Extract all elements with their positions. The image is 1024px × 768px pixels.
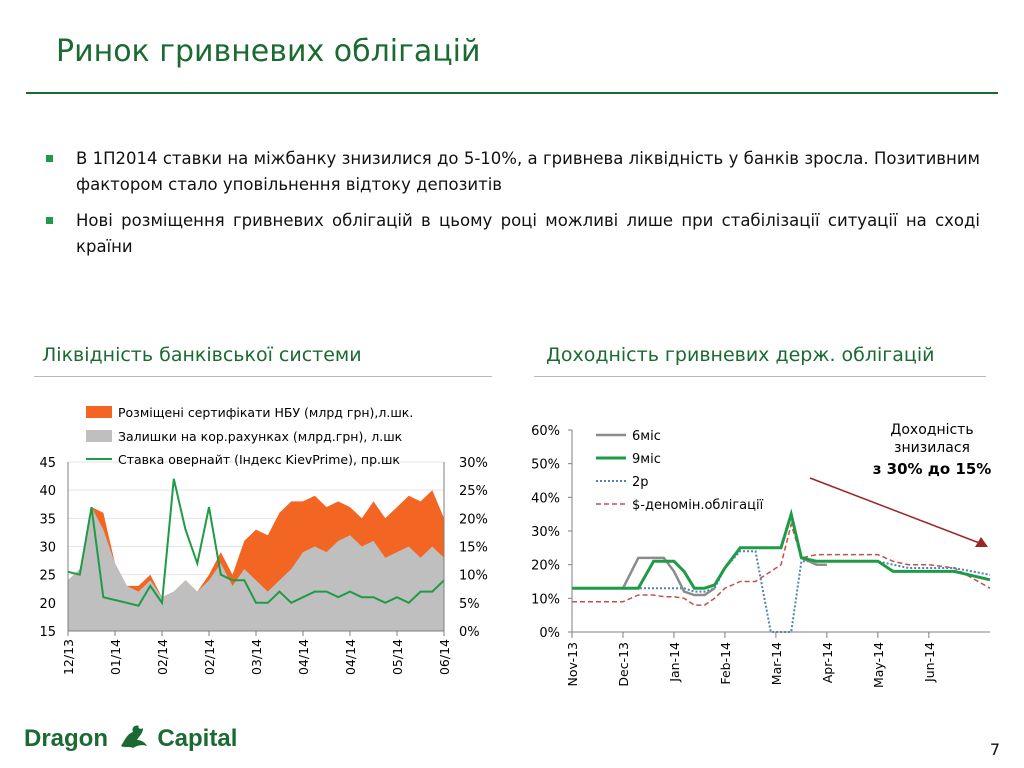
left-tick-label: 25 xyxy=(39,569,56,584)
bond-yields-chart: 60% 50% 40% 30% 20% 10% 0% Nov-13 Dec-13 Jan-14 Fe… xyxy=(531,422,992,688)
logo-word-left: Dragon xyxy=(24,725,108,752)
right-tick-label: 10% xyxy=(459,569,488,584)
left-tick-label: 20 xyxy=(39,597,56,612)
x-tick-label: 02/14 xyxy=(202,639,217,675)
bullet-text: В 1П2014 ставки на міжбанку знизилися до… xyxy=(76,149,980,194)
annotation-highlight: з 30% до 15% xyxy=(873,460,992,478)
x-tick-label: 04/14 xyxy=(296,639,311,675)
annotation-line: знизилася xyxy=(894,440,970,456)
legend: Розміщені сертифікати НБУ (млрд грн),л.ш… xyxy=(86,405,413,467)
axes: 45 40 35 30 25 20 15 30% 25% 20% 15% 10% 5% 0% 12/13 01… xyxy=(39,456,487,675)
dollar-bonds-line xyxy=(572,521,991,606)
x-tick-label: Jan-14 xyxy=(667,642,682,683)
x-tick-label: 03/14 xyxy=(249,639,264,675)
right-tick-label: 25% xyxy=(459,484,488,499)
x-tick-label: 05/14 xyxy=(390,639,405,675)
x-tick-label: Mar-14 xyxy=(769,642,784,685)
logo-word-right: Capital xyxy=(157,725,238,752)
legend-label-2y: 2р xyxy=(632,475,649,490)
liquidity-chart: 45 40 35 30 25 20 15 30% 25% 20% 15% 10% 5% 0% 12/13 01… xyxy=(39,405,487,675)
x-tick-label: 02/14 xyxy=(155,639,170,675)
section-title-liquidity: Ліквідність банківської системи xyxy=(42,344,362,366)
right-tick-label: 30% xyxy=(459,456,488,471)
legend-label-9m: 9міс xyxy=(632,452,661,467)
left-tick-label: 35 xyxy=(39,512,56,527)
annotation: Доходність знизилася з 30% до 15% xyxy=(873,422,992,478)
page-number: 7 xyxy=(989,740,1000,759)
y-tick-label: 10% xyxy=(531,592,560,607)
right-tick-label: 5% xyxy=(459,597,480,612)
bullet-square-icon xyxy=(46,217,53,224)
y-tick-label: 30% xyxy=(531,525,560,540)
annotation-line: Доходність xyxy=(890,422,973,438)
bullet-item: Нові розміщення гривневих облігацій в ць… xyxy=(44,208,980,260)
bullet-square-icon xyxy=(46,155,53,162)
x-tick-label: 06/14 xyxy=(437,639,452,675)
y-tick-label: 40% xyxy=(531,491,560,506)
nine-month-line xyxy=(572,508,991,590)
x-tick-label: Dec-13 xyxy=(616,642,631,687)
section-divider xyxy=(534,376,986,377)
y-tick-label: 60% xyxy=(531,424,560,439)
right-tick-label: 15% xyxy=(459,541,488,556)
legend-label-dollar: $-деномін.облігації xyxy=(632,498,764,513)
left-tick-label: 45 xyxy=(39,456,56,471)
section-title-yields: Доходність гривневих держ. облігацій xyxy=(546,344,935,366)
x-tick-label: Apr-14 xyxy=(820,642,835,683)
dragon-capital-logo: Dragon Capital xyxy=(24,722,237,753)
y-tick-label: 20% xyxy=(531,559,560,574)
trend-arrow-head-icon xyxy=(975,537,988,547)
title-divider xyxy=(26,92,998,94)
left-tick-label: 15 xyxy=(39,625,56,640)
legend-label-rate: Ставка овернайт (Індекс KievPrime), пр.ш… xyxy=(118,452,400,467)
legend-label-accounts: Залишки на кор.рахунках (млрд.грн), л.шк xyxy=(118,429,403,444)
bullet-list: В 1П2014 ставки на міжбанку знизилися до… xyxy=(44,146,980,270)
legend-label-certificates: Розміщені сертифікати НБУ (млрд грн),л.ш… xyxy=(118,405,413,420)
y-tick-label: 0% xyxy=(539,626,560,641)
bullet-text: Нові розміщення гривневих облігацій в ць… xyxy=(76,211,980,256)
slide-title: Ринок гривневих облігацій xyxy=(56,34,481,69)
legend-swatch-certificates xyxy=(86,406,112,418)
right-tick-label: 20% xyxy=(459,512,488,527)
y-tick-label: 50% xyxy=(531,458,560,473)
x-tick-label: Nov-13 xyxy=(565,642,580,686)
dragon-icon xyxy=(120,725,147,748)
trend-arrow xyxy=(809,477,983,545)
right-tick-label: 0% xyxy=(459,625,480,640)
x-tick-label: Feb-14 xyxy=(718,642,733,685)
x-tick-label: 12/13 xyxy=(61,639,76,675)
x-tick-label: May-14 xyxy=(871,642,886,688)
legend-label-6m: 6міс xyxy=(632,429,661,444)
two-year-line xyxy=(572,550,991,633)
overnight-rate-line xyxy=(67,478,445,607)
left-tick-label: 40 xyxy=(39,484,56,499)
legend: 6міс 9міс 2р $-деномін.облігації xyxy=(596,429,764,513)
x-tick-label: Jun-14 xyxy=(922,642,937,683)
left-tick-label: 30 xyxy=(39,541,56,556)
section-divider xyxy=(34,376,492,377)
axes: 60% 50% 40% 30% 20% 10% 0% Nov-13 Dec-13 Jan-14 Fe… xyxy=(531,424,990,688)
legend-swatch-accounts xyxy=(86,430,112,442)
x-tick-label: 01/14 xyxy=(108,639,123,675)
x-tick-label: 04/14 xyxy=(343,639,358,675)
bullet-item: В 1П2014 ставки на міжбанку знизилися до… xyxy=(44,146,980,198)
